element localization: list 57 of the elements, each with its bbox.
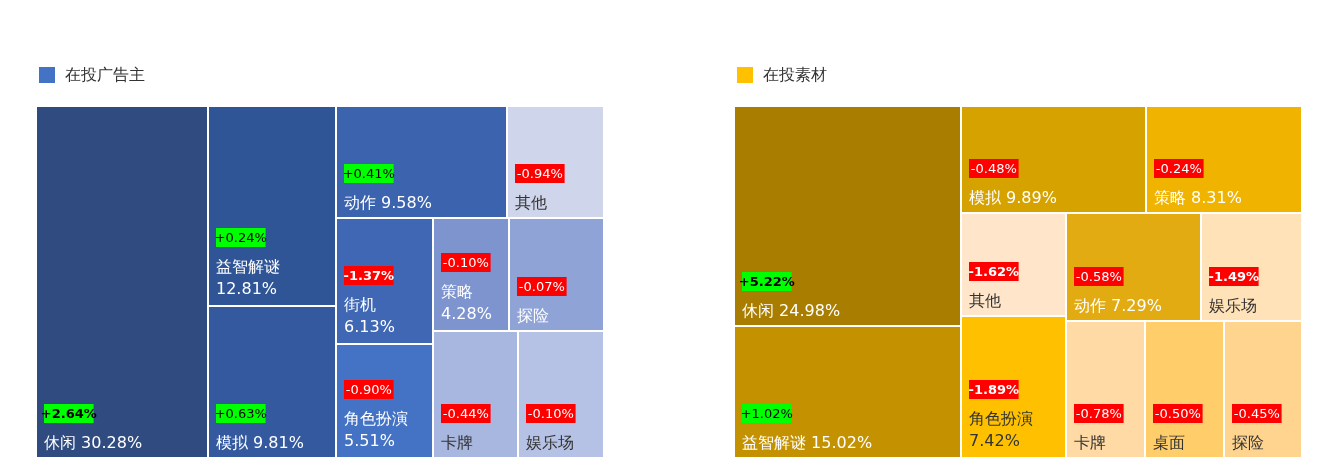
category-label: 角色扮演 xyxy=(969,409,1033,428)
data-label: -0.48% xyxy=(970,161,1017,176)
data-label: 15.02% xyxy=(811,433,873,452)
category-label: 模拟 xyxy=(216,433,248,452)
data-label: -0.44% xyxy=(442,406,489,421)
legend-label: 在投广告主 xyxy=(65,64,145,86)
category-label: 卡牌 xyxy=(441,433,473,452)
data-label: 7.42% xyxy=(969,431,1020,450)
data-label: -0.94% xyxy=(516,166,563,181)
data-label: -1.37% xyxy=(343,268,395,283)
data-label: -0.10% xyxy=(527,406,574,421)
category-label: 策略 xyxy=(1154,188,1186,207)
category-label: 探险 xyxy=(517,306,549,325)
data-label: 8.31% xyxy=(1191,188,1242,207)
data-label: -0.07% xyxy=(518,279,565,294)
data-label: 12.81% xyxy=(216,279,278,298)
data-label: -0.58% xyxy=(1075,269,1122,284)
category-label: 模拟 xyxy=(969,188,1001,207)
data-label: 9.89% xyxy=(1006,188,1057,207)
data-label: -0.50% xyxy=(1154,406,1201,421)
legend-label: 在投素材 xyxy=(763,64,827,86)
category-label: 娱乐场 xyxy=(526,433,574,452)
data-label: +1.02% xyxy=(740,406,793,421)
data-label: +0.41% xyxy=(342,166,395,181)
data-label: -0.45% xyxy=(1233,406,1280,421)
category-label: 休闲 xyxy=(44,433,76,452)
data-label: 30.28% xyxy=(81,433,143,452)
data-label: -0.24% xyxy=(1155,161,1202,176)
category-label: 动作 xyxy=(1074,296,1106,315)
data-label: 5.51% xyxy=(344,431,395,450)
category-label: 休闲 xyxy=(742,301,774,320)
category-label: 策略 xyxy=(441,282,473,301)
data-label: 4.28% xyxy=(441,304,492,323)
data-label: -1.89% xyxy=(968,382,1020,397)
data-label: -0.90% xyxy=(345,382,392,397)
data-label: 9.58% xyxy=(381,193,432,212)
category-label: 角色扮演 xyxy=(344,409,408,428)
data-label: -0.10% xyxy=(442,255,489,270)
category-label: 其他 xyxy=(515,193,547,212)
category-label: 娱乐场 xyxy=(1209,296,1257,315)
category-label: 街机 xyxy=(344,295,376,314)
category-label: 桌面 xyxy=(1153,433,1185,452)
category-label: 益智解谜 xyxy=(216,257,280,276)
category-label: 益智解谜 xyxy=(742,433,806,452)
category-label: 其他 xyxy=(969,291,1001,310)
data-label: 9.81% xyxy=(253,433,304,452)
data-label: +0.24% xyxy=(214,230,267,245)
data-label: -1.49% xyxy=(1208,269,1260,284)
data-label: 24.98% xyxy=(779,301,841,320)
data-label: +0.63% xyxy=(214,406,267,421)
data-label: 7.29% xyxy=(1111,296,1162,315)
data-label: -1.62% xyxy=(968,264,1020,279)
category-label: 探险 xyxy=(1232,433,1264,452)
data-label: -0.78% xyxy=(1075,406,1122,421)
category-label: 动作 xyxy=(344,193,376,212)
data-label: 6.13% xyxy=(344,317,395,336)
category-label: 卡牌 xyxy=(1074,433,1106,452)
